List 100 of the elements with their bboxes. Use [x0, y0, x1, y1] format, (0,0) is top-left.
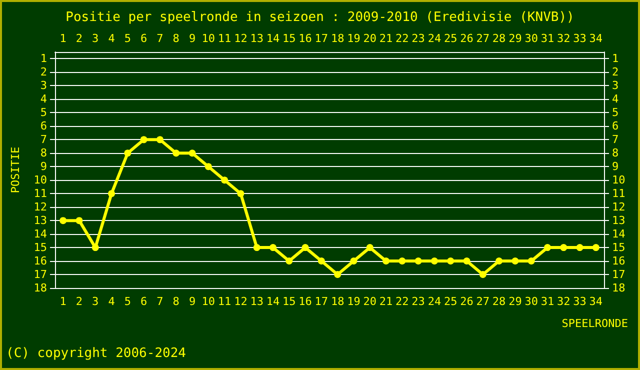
x-tick-label: 27 [476, 295, 490, 308]
category-label: 11 [218, 32, 232, 45]
point [334, 271, 342, 278]
x-tick-label: 25 [444, 295, 458, 308]
x-tick-label: 15 [282, 295, 296, 308]
category-label: 7 [156, 32, 164, 45]
point [188, 150, 196, 157]
point [253, 244, 260, 252]
y-tick-label: 16 [34, 254, 47, 268]
point [237, 190, 244, 198]
x-tick-label: 21 [379, 295, 393, 308]
point [512, 258, 519, 265]
y2-tick-label: 1 [612, 52, 619, 66]
y-tick-label: 6 [40, 120, 47, 133]
y-tick-label: 11 [34, 187, 47, 200]
point [592, 244, 600, 252]
category-label: 24 [428, 32, 442, 45]
y2-tick-label: 13 [612, 214, 626, 228]
category-label: 12 [234, 32, 248, 45]
x-tick-label: 24 [428, 295, 442, 308]
y-tick-label: 17 [34, 268, 47, 282]
y-tick-label: 18 [34, 282, 47, 294]
point [60, 217, 67, 224]
y2-tick-label: 16 [612, 254, 626, 268]
y2-tick-label: 14 [612, 228, 626, 241]
point [92, 244, 99, 252]
category-label: 9 [188, 32, 196, 45]
point [318, 258, 325, 265]
y-tick-label: 7 [40, 133, 47, 146]
category-label: 17 [314, 32, 328, 45]
point [302, 244, 309, 252]
category-label: 33 [573, 32, 586, 45]
x-tick-label: 20 [363, 295, 376, 308]
y-tick-label: 15 [34, 241, 47, 254]
y-tick-label: 4 [40, 92, 48, 106]
text: (C) copyright 2006-2024 [6, 346, 186, 361]
point [140, 136, 148, 144]
category-label: 27 [476, 32, 490, 45]
y-tick-label: 5 [40, 106, 47, 120]
category-label: 30 [524, 32, 538, 45]
x-tick-label: 5 [124, 295, 131, 308]
x-tick-label: 10 [202, 295, 216, 308]
y2-tick-label: 18 [612, 282, 626, 294]
y2-tick-label: 5 [612, 106, 619, 120]
point [414, 258, 422, 265]
point [269, 244, 276, 252]
x-tick-label: 28 [492, 295, 506, 308]
x-tick-label: 31 [540, 295, 554, 308]
x-tick-label: 29 [508, 295, 522, 308]
point [430, 258, 438, 265]
x-tick-label: 4 [108, 295, 116, 308]
point [447, 258, 454, 265]
category-label: 21 [379, 32, 393, 45]
x-tick-label: 32 [557, 295, 570, 308]
y2-tick-label: 9 [612, 160, 619, 174]
point [366, 244, 374, 252]
point [76, 217, 83, 224]
y-tick-label: 9 [40, 160, 47, 174]
category-label: 5 [124, 32, 131, 45]
x-tick-label: 19 [347, 295, 360, 308]
y2-tick-label: 12 [612, 200, 626, 214]
category-label: 18 [330, 32, 344, 45]
y2-tick-label: 6 [612, 120, 619, 133]
point [204, 163, 212, 170]
point [398, 258, 406, 265]
x-tick-label: 2 [76, 295, 83, 308]
category-label: 22 [396, 32, 409, 45]
y2-tick-label: 3 [612, 79, 619, 92]
x-tick-label: 22 [396, 295, 409, 308]
x-tick-label: 26 [460, 295, 474, 308]
point [156, 136, 164, 144]
point [576, 244, 584, 252]
x-tick-label: 7 [156, 295, 164, 308]
x-tick-label: 33 [573, 295, 586, 308]
y-tick-label: 14 [34, 228, 48, 241]
category-label: 34 [589, 32, 603, 45]
category-label: 32 [557, 32, 570, 45]
y2-tick-label: 10 [612, 174, 626, 187]
y-tick-label: 10 [34, 174, 47, 187]
point [124, 150, 132, 157]
point [463, 258, 470, 265]
x-tick-label: 13 [250, 295, 264, 308]
category-label: 8 [172, 32, 180, 45]
y-axis-title: POSITIE [9, 146, 22, 194]
x-tick-label: 16 [298, 295, 312, 308]
x-tick-label: 14 [266, 295, 280, 308]
y2-tick-label: 15 [612, 241, 626, 254]
chart-title: Positie per speelronde in seizoen : 2009-2010 (Eredivisie (KNVB)) [66, 10, 574, 25]
x-tick-label: 3 [92, 295, 99, 308]
x-tick-label: 34 [589, 295, 603, 308]
category-label: 26 [460, 32, 474, 45]
category-label: 16 [298, 32, 312, 45]
category-label: 20 [363, 32, 376, 45]
category-label: 19 [347, 32, 360, 45]
category-label: 10 [202, 32, 216, 45]
point [528, 258, 535, 265]
x-tick-label: 17 [314, 295, 328, 308]
y2-tick-label: 2 [612, 66, 619, 79]
x-axis-title: SPEELRONDE [562, 317, 628, 330]
y2-tick-label: 11 [612, 187, 626, 200]
